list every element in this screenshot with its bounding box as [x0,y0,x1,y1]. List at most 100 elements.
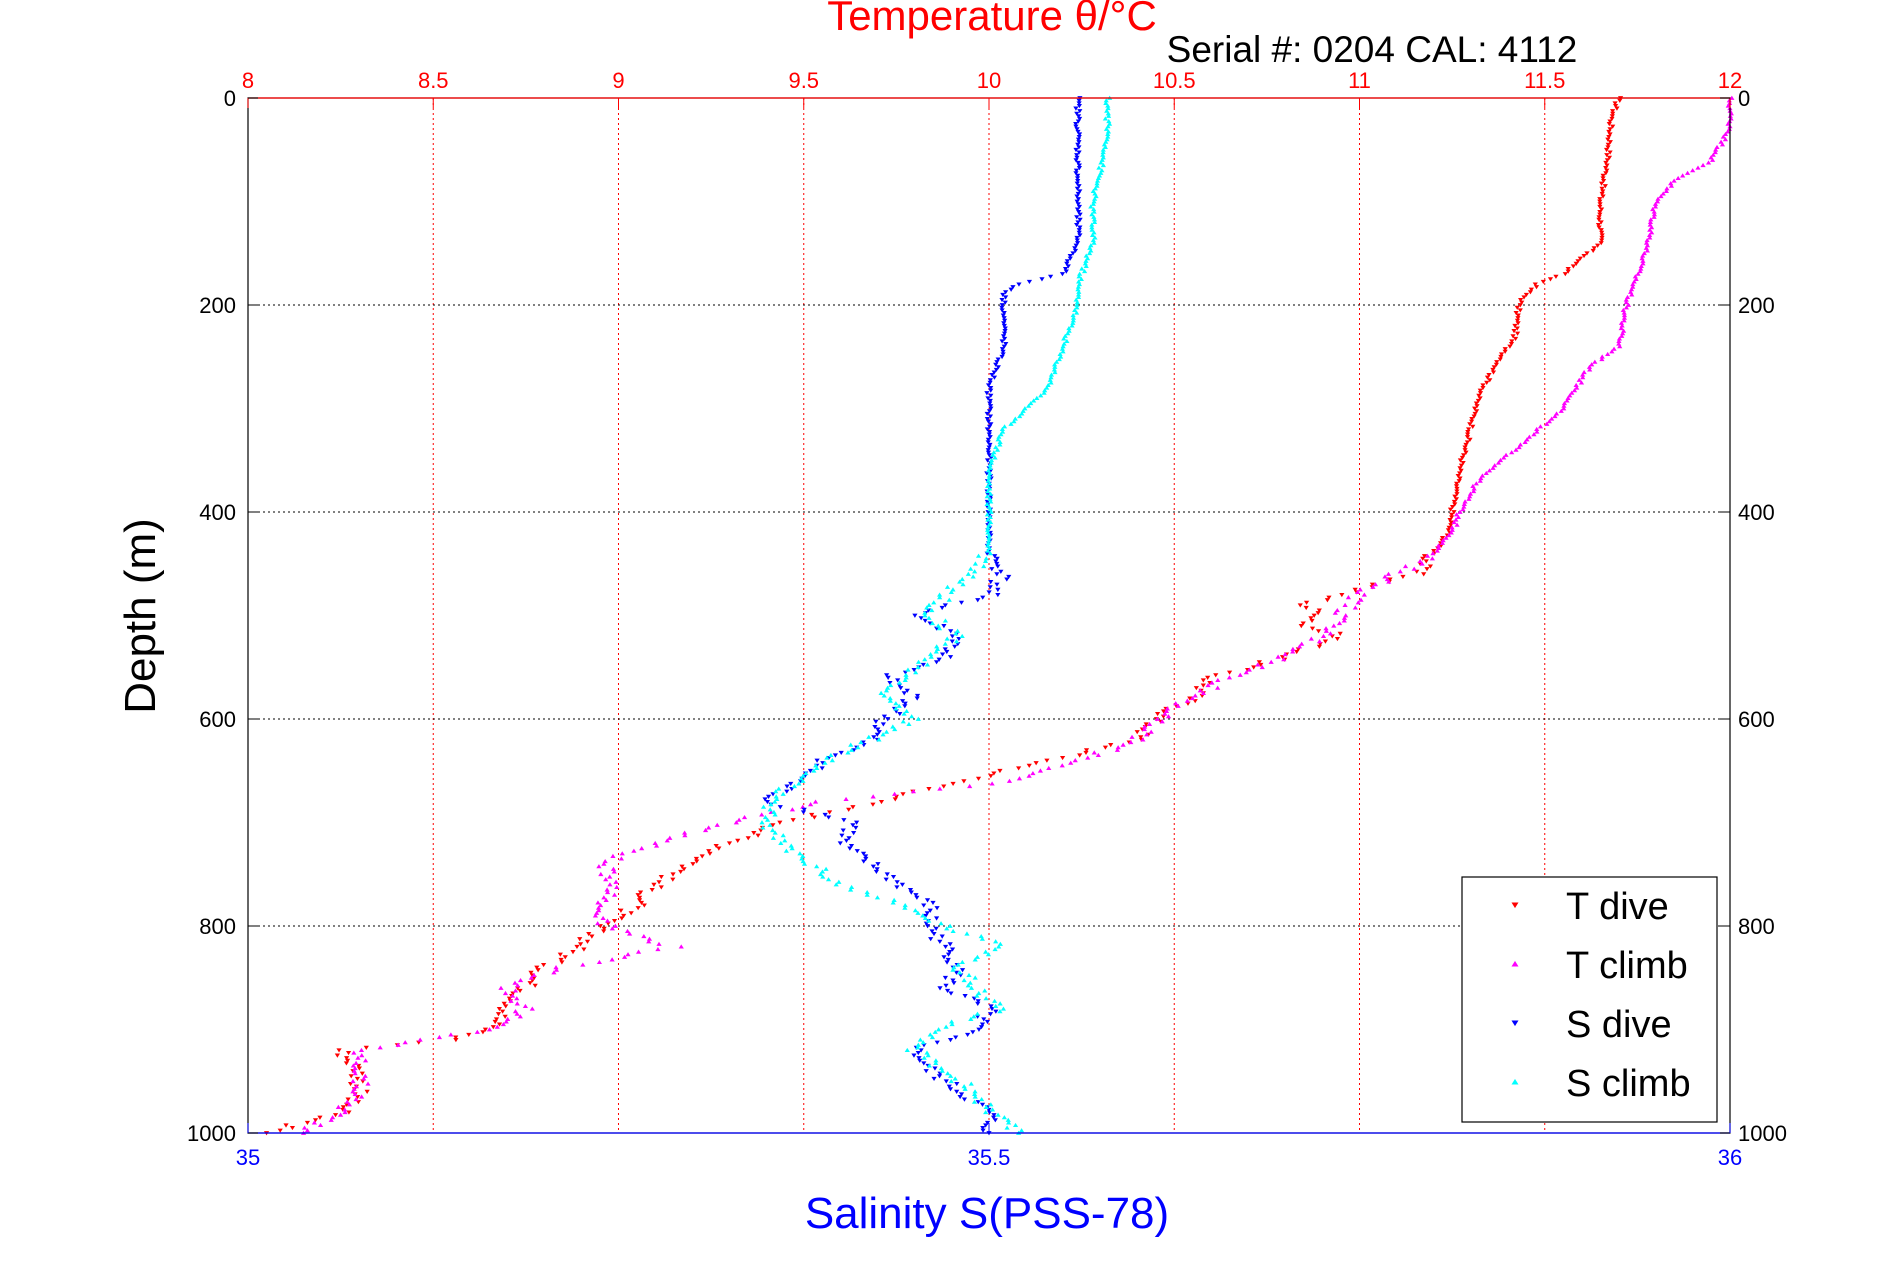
data-point [1547,277,1554,282]
data-point [984,417,990,422]
data-point [1630,281,1636,287]
data-point [1586,364,1593,369]
data-point [736,817,742,822]
data-point [706,849,712,854]
data-point [1105,111,1111,116]
data-point [317,1115,323,1120]
data-point [614,884,620,890]
data-point [1523,292,1529,297]
data-point [354,1076,361,1082]
data-point [942,975,949,981]
data-point [984,501,990,507]
data-point [1090,201,1096,206]
data-point [798,776,804,781]
data-point [1075,137,1082,142]
data-point [954,1082,960,1087]
data-point [1074,215,1080,220]
data-point [1467,422,1473,427]
data-point [878,799,885,805]
data-point [981,563,987,569]
data-point [1587,367,1593,372]
data-point [983,949,989,954]
data-point [1573,382,1579,388]
data-point [874,732,880,737]
data-point [517,1014,523,1019]
data-point [906,721,912,726]
data-point [980,1128,986,1133]
data-point [508,998,514,1003]
data-point [1470,424,1476,429]
data-point [1074,153,1080,158]
data-point [1074,238,1080,243]
data-point [1144,732,1150,737]
data-point [1076,184,1082,189]
data-point [1070,313,1076,318]
data-point [927,1032,933,1037]
data-point [881,693,887,698]
data-point [312,1118,319,1123]
data-point [1016,282,1022,287]
data-point [343,1061,350,1066]
data-point [1334,607,1340,613]
data-point [788,781,794,787]
data-point [1103,98,1109,103]
data-point [1651,209,1657,214]
data-point [948,629,954,634]
data-point [751,831,757,836]
data-point [1646,232,1653,237]
data-point [1652,204,1659,209]
data-point [1072,248,1079,254]
data-point [1083,748,1090,753]
data-point [959,959,965,965]
data-point [1320,633,1327,639]
data-point [1102,745,1109,750]
data-point [486,1027,493,1032]
data-point [436,1034,443,1040]
data-point [927,621,933,626]
data-point [914,895,920,900]
data-point [1606,134,1612,140]
data-point [922,613,928,618]
data-point [770,827,776,833]
data-point [1618,325,1624,331]
data-point [760,825,766,830]
data-point [833,882,839,887]
data-point [985,396,991,401]
data-point [532,983,538,988]
data-point [1075,294,1082,300]
data-point [678,869,684,875]
data-point [1331,623,1337,628]
data-point [1552,413,1558,419]
data-point [541,962,547,968]
data-point [1461,501,1467,507]
data-point [713,843,719,849]
data-point [1142,724,1148,729]
data-point [989,567,995,572]
data-point [900,719,906,724]
data-point [355,1055,361,1060]
data-point [1435,543,1442,548]
data-point [960,582,966,587]
data-point [1491,365,1497,370]
data-point [923,913,929,918]
data-point [970,1030,976,1035]
data-point [1471,488,1477,494]
data-point [993,367,999,373]
data-point [948,589,954,595]
data-point [949,639,955,644]
data-point [884,872,890,877]
data-point [776,786,782,791]
data-point [1326,595,1332,600]
data-point [1352,587,1358,592]
data-point [848,887,854,892]
data-point [1616,338,1622,344]
bottom-axis-tick-label: 36 [1718,1145,1742,1170]
data-point [1632,274,1638,279]
data-point [901,691,907,696]
data-point [965,571,971,576]
data-point [994,572,1000,577]
data-point [1570,264,1576,269]
data-point [929,607,935,613]
data-point [609,926,615,931]
